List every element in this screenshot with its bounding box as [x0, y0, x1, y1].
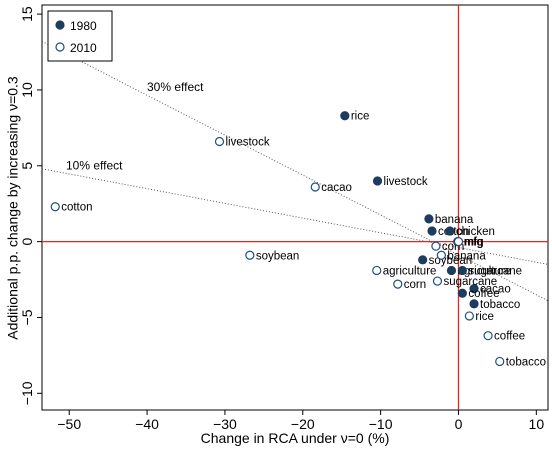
point [446, 265, 457, 276]
legend-marker [55, 42, 65, 52]
point [50, 202, 60, 212]
reference-label: 10% effect [66, 158, 123, 172]
point [431, 241, 441, 251]
point [340, 111, 350, 121]
legend: 1980 2010 [47, 10, 113, 62]
y-tick-label: 5 [19, 162, 35, 170]
point-label: corn [404, 279, 426, 291]
point [214, 136, 225, 147]
point [424, 214, 434, 224]
point [310, 182, 320, 192]
point [453, 237, 464, 247]
y-tick-label: 0 [19, 238, 35, 246]
point [432, 276, 443, 286]
point-label: cotton [61, 202, 92, 214]
point [445, 226, 455, 236]
point-label: chicken [456, 226, 495, 238]
point [483, 331, 493, 341]
point [464, 311, 474, 321]
point [393, 279, 403, 289]
point-label: livestock [384, 176, 428, 188]
point [495, 356, 505, 367]
y-tick-label: 10 [19, 82, 35, 98]
x-tick-label: −30 [213, 416, 237, 432]
point-label: mfg [464, 237, 483, 249]
legend-label: 2010 [70, 41, 97, 55]
point-label: coffee [468, 288, 499, 300]
y-tick-label: 15 [19, 6, 35, 22]
y-axis-label: Additional p.p. change by increasing ν=0… [5, 76, 21, 340]
x-tick-label: −10 [369, 416, 393, 432]
x-tick-label: 10 [529, 416, 545, 432]
point-label: mfg [464, 237, 483, 249]
reference-line [41, 168, 549, 265]
point [436, 250, 446, 260]
point-label: tobacco [480, 299, 520, 311]
point-label: soybean [256, 250, 299, 262]
point [245, 250, 255, 260]
x-axis-label: Change in RCA under ν=0 (%) [201, 430, 390, 446]
point [418, 255, 428, 265]
reference-label: 30% effect [147, 80, 204, 94]
point-label: sugarcane [468, 265, 522, 277]
point [372, 265, 382, 276]
point-label: banana [447, 250, 486, 262]
point-label: sugarcane [443, 276, 497, 288]
point-label: tobacco [506, 356, 546, 368]
legend-label: 1980 [70, 19, 97, 33]
y-tick-label: −10 [19, 381, 35, 405]
x-tick-label: −40 [135, 416, 159, 432]
legend-box [47, 10, 113, 62]
plot-frame [41, 4, 549, 411]
point [469, 284, 479, 294]
point-label: cacao [480, 284, 511, 296]
x-tick-label: −20 [291, 416, 315, 432]
point-label: coffee [494, 331, 525, 343]
point-label: agriculture [383, 265, 437, 277]
point-label: livestock [225, 137, 269, 149]
point [372, 176, 383, 186]
point [427, 226, 437, 236]
point-label: rice [475, 311, 494, 323]
point [469, 299, 479, 309]
point-label: banana [435, 214, 474, 226]
x-tick-label: 0 [455, 416, 463, 432]
y-tick-label: −5 [19, 309, 35, 325]
legend-marker [55, 20, 65, 30]
x-tick-label: −50 [57, 416, 81, 432]
point-label: cacao [321, 182, 352, 194]
point-label: rice [351, 111, 370, 123]
point-label: agriculture [457, 265, 511, 277]
point [457, 288, 467, 298]
point [457, 265, 467, 276]
